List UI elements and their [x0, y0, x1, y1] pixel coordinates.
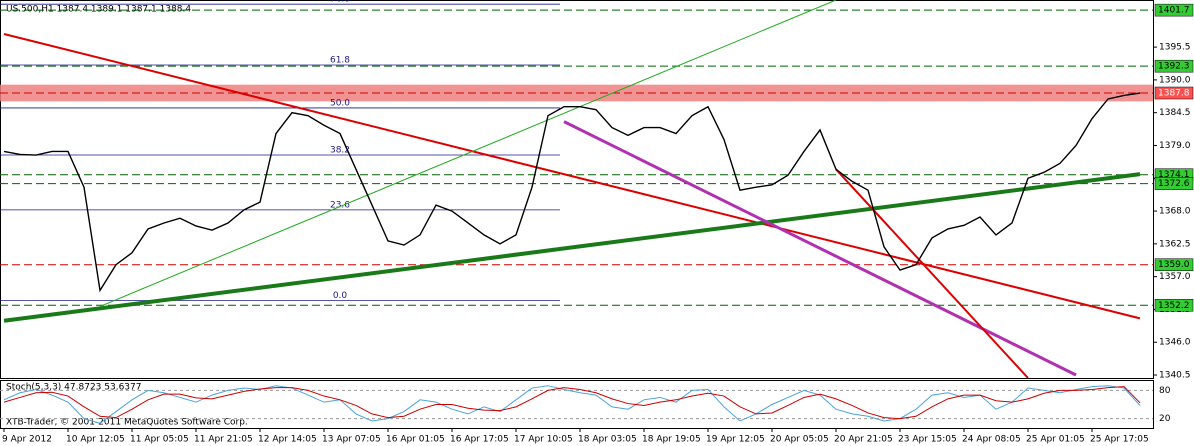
level-label-bg — [1154, 59, 1194, 73]
level-label: 1392.3 — [1158, 62, 1190, 72]
trendline — [563, 120, 1077, 377]
y-tick-label: 1390.0 — [1159, 75, 1191, 85]
x-tick-label: 25 Apr 01:05 — [1026, 435, 1085, 445]
level-label: 1372.6 — [1158, 179, 1190, 189]
x-tick-label: 10 Apr 12:05 — [66, 435, 125, 445]
x-tick-label: 17 Apr 10:05 — [514, 435, 573, 445]
price-line — [3, 385, 1141, 424]
fib-label: 76.8 — [330, 0, 350, 5]
level-label: 1359.0 — [1158, 260, 1190, 270]
fib-label: 50.0 — [330, 98, 350, 108]
x-tick-label: 18 Apr 19:05 — [642, 435, 701, 445]
fib-label: 38.2 — [330, 146, 350, 156]
x-tick-label: 20 Apr 05:05 — [770, 435, 829, 445]
y-tick-label: 1362.5 — [1159, 239, 1191, 249]
stoch-tick-label: 80 — [1159, 386, 1171, 396]
trendline — [835, 168, 1029, 378]
x-tick-label: 20 Apr 21:05 — [834, 435, 893, 445]
level-label: 1387.8 — [1158, 89, 1190, 99]
x-tick-label: 9 Apr 2012 — [2, 435, 52, 445]
x-tick-label: 19 Apr 12:05 — [706, 435, 765, 445]
y-tick-label: 1346.0 — [1159, 338, 1191, 348]
stoch-tick-label: 20 — [1159, 414, 1171, 424]
level-label: 1374.1 — [1158, 170, 1190, 180]
trendline — [99, 0, 837, 307]
y-tick-label: 1384.5 — [1159, 108, 1191, 118]
x-tick-label: 16 Apr 01:05 — [386, 435, 445, 445]
x-tick-label: 12 Apr 14:05 — [258, 435, 317, 445]
x-tick-label: 16 Apr 17:05 — [450, 435, 509, 445]
level-label-bg — [1154, 258, 1194, 271]
footer: XTB-Trader, © 2001-2011 MetaQuotes Softw… — [6, 418, 248, 428]
x-tick-label: 25 Apr 17:05 — [1090, 435, 1149, 445]
x-tick-label: 13 Apr 07:05 — [322, 435, 381, 445]
trendline — [3, 33, 1141, 320]
y-tick-label: 1368.0 — [1159, 207, 1191, 217]
level-label: 1352.2 — [1158, 301, 1190, 311]
chart-title: US.500,H1 1387.4 1389.1 1387.1 1388.4 — [6, 5, 191, 15]
y-tick-label: 1340.5 — [1159, 371, 1191, 381]
y-tick-label: 1379.0 — [1159, 141, 1191, 151]
fib-label: 61.8 — [330, 55, 350, 65]
x-tick-label: 23 Apr 15:05 — [898, 435, 957, 445]
main-plot: 76.8 61.8 50.0 38.2 23.6 0.0 — [0, 0, 1153, 378]
level-label-bg — [1154, 86, 1194, 100]
sub-frame — [0, 380, 1154, 429]
level-label-bg — [1154, 177, 1194, 190]
x-tick-label: 24 Apr 08:05 — [962, 435, 1021, 445]
y-tick-label: 1357.0 — [1159, 272, 1191, 282]
price-line — [3, 386, 1141, 420]
level-label-bg — [1154, 299, 1194, 312]
level-label: 1401.7 — [1158, 6, 1190, 16]
stoch-title: Stoch(5,3,3) 47.8723 53.6377 — [6, 383, 141, 393]
fib-label: 0.0 — [333, 291, 348, 301]
y-tick-label: 1395.5 — [1159, 43, 1191, 53]
price-line — [3, 92, 1141, 293]
x-tick-label: 11 Apr 05:05 — [130, 435, 189, 445]
trendline — [3, 172, 1141, 323]
level-label-bg — [1154, 3, 1194, 17]
x-tick-label: 18 Apr 03:05 — [578, 435, 637, 445]
main-frame — [0, 0, 1154, 379]
x-tick-label: 11 Apr 21:05 — [194, 435, 253, 445]
fib-label: 23.6 — [330, 200, 350, 210]
